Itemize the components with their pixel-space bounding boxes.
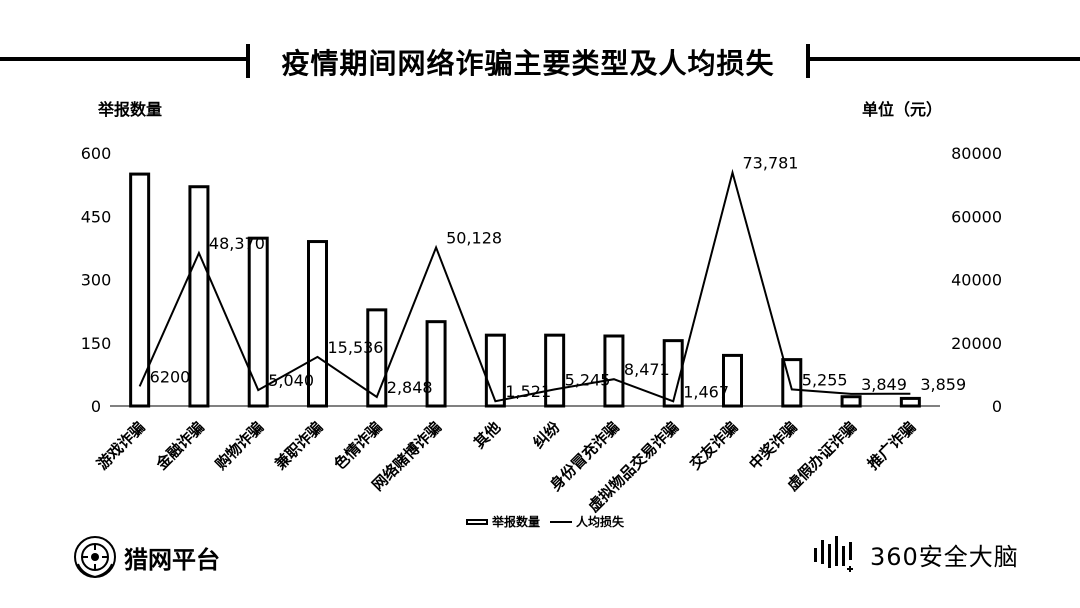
line-data-label: 6200 — [150, 367, 191, 386]
category-label: 交友诈骗 — [686, 418, 741, 473]
title-rule-left — [0, 57, 246, 61]
line-data-label: 73,781 — [743, 154, 799, 173]
right-axis-title: 单位（元） — [862, 100, 943, 119]
right-tick-label: 20000 — [951, 334, 1002, 353]
title-bracket-right — [806, 44, 810, 78]
legend-bar-swatch — [466, 518, 488, 525]
category-label: 游戏诈骗 — [93, 418, 148, 473]
line-data-label: 5,040 — [268, 371, 314, 390]
title-bracket-left — [246, 44, 250, 78]
category-label: 纠纷 — [530, 417, 565, 452]
bar-report-count — [129, 172, 151, 408]
line-data-label: 3,859 — [920, 375, 966, 394]
brain-360-logo-text: 360安全大脑 — [870, 542, 1019, 571]
line-data-label: 50,128 — [446, 228, 502, 247]
line-data-label: 1,467 — [683, 382, 729, 401]
right-tick-label: 40000 — [951, 271, 1002, 290]
liewang-logo-text: 猎网平台 — [124, 545, 220, 574]
category-label: 兼职诈骗 — [271, 418, 326, 473]
chart-title: 疫情期间网络诈骗主要类型及人均损失 — [281, 47, 775, 80]
bar-report-count — [662, 339, 684, 408]
line-data-label: 2,848 — [387, 378, 433, 397]
brain-360-logo: 360安全大脑 — [812, 534, 1019, 574]
line-data-label: 5,245 — [565, 370, 611, 389]
bar-report-count — [603, 334, 625, 408]
line-data-label: 8,471 — [624, 360, 670, 379]
bar-report-count — [307, 240, 328, 408]
category-label: 色情诈骗 — [330, 418, 385, 473]
category-label: 推广诈骗 — [864, 418, 919, 473]
waveform-icon — [814, 536, 853, 572]
liewang-logo: 猎网平台 — [72, 534, 220, 580]
left-tick-label: 150 — [81, 334, 112, 353]
legend-line-swatch — [550, 520, 573, 523]
left-tick-label: 0 — [91, 397, 101, 416]
line-data-label: 48,370 — [209, 234, 265, 253]
line-data-label: 15,536 — [328, 338, 384, 357]
category-label: 其他 — [470, 418, 504, 452]
title-bar: 疫情期间网络诈骗主要类型及人均损失 — [0, 38, 1080, 88]
left-tick-label: 450 — [81, 207, 112, 226]
bar-report-count — [366, 308, 388, 408]
left-tick-label: 600 — [81, 144, 112, 163]
title-rule-right — [810, 57, 1080, 61]
line-avg-loss — [138, 168, 911, 403]
right-tick-label: 60000 — [951, 207, 1002, 226]
bar-report-count — [247, 236, 269, 408]
bar-report-count — [840, 395, 862, 408]
category-label: 购物诈骗 — [212, 418, 267, 473]
shield-emblem-icon — [74, 536, 116, 579]
line-data-label: 1,521 — [505, 382, 551, 401]
left-axis-title: 举报数量 — [98, 100, 163, 119]
line-data-label: 5,255 — [802, 370, 848, 389]
bar-report-count — [722, 353, 743, 408]
right-tick-label: 0 — [992, 397, 1002, 416]
category-label: 金融诈骗 — [152, 418, 208, 474]
category-label: 中奖诈骗 — [745, 418, 800, 473]
legend-line-label: 人均损失 — [576, 515, 625, 529]
bar-report-count — [899, 396, 921, 408]
bar-report-count — [188, 185, 210, 408]
bar-report-count — [425, 320, 447, 408]
bar-report-count — [484, 333, 506, 408]
legend: 举报数量 人均损失 — [466, 513, 624, 530]
line-data-label: 3,849 — [861, 375, 907, 394]
legend-bar-label: 举报数量 — [492, 515, 541, 529]
left-tick-label: 300 — [81, 271, 112, 290]
right-tick-label: 80000 — [951, 144, 1002, 163]
